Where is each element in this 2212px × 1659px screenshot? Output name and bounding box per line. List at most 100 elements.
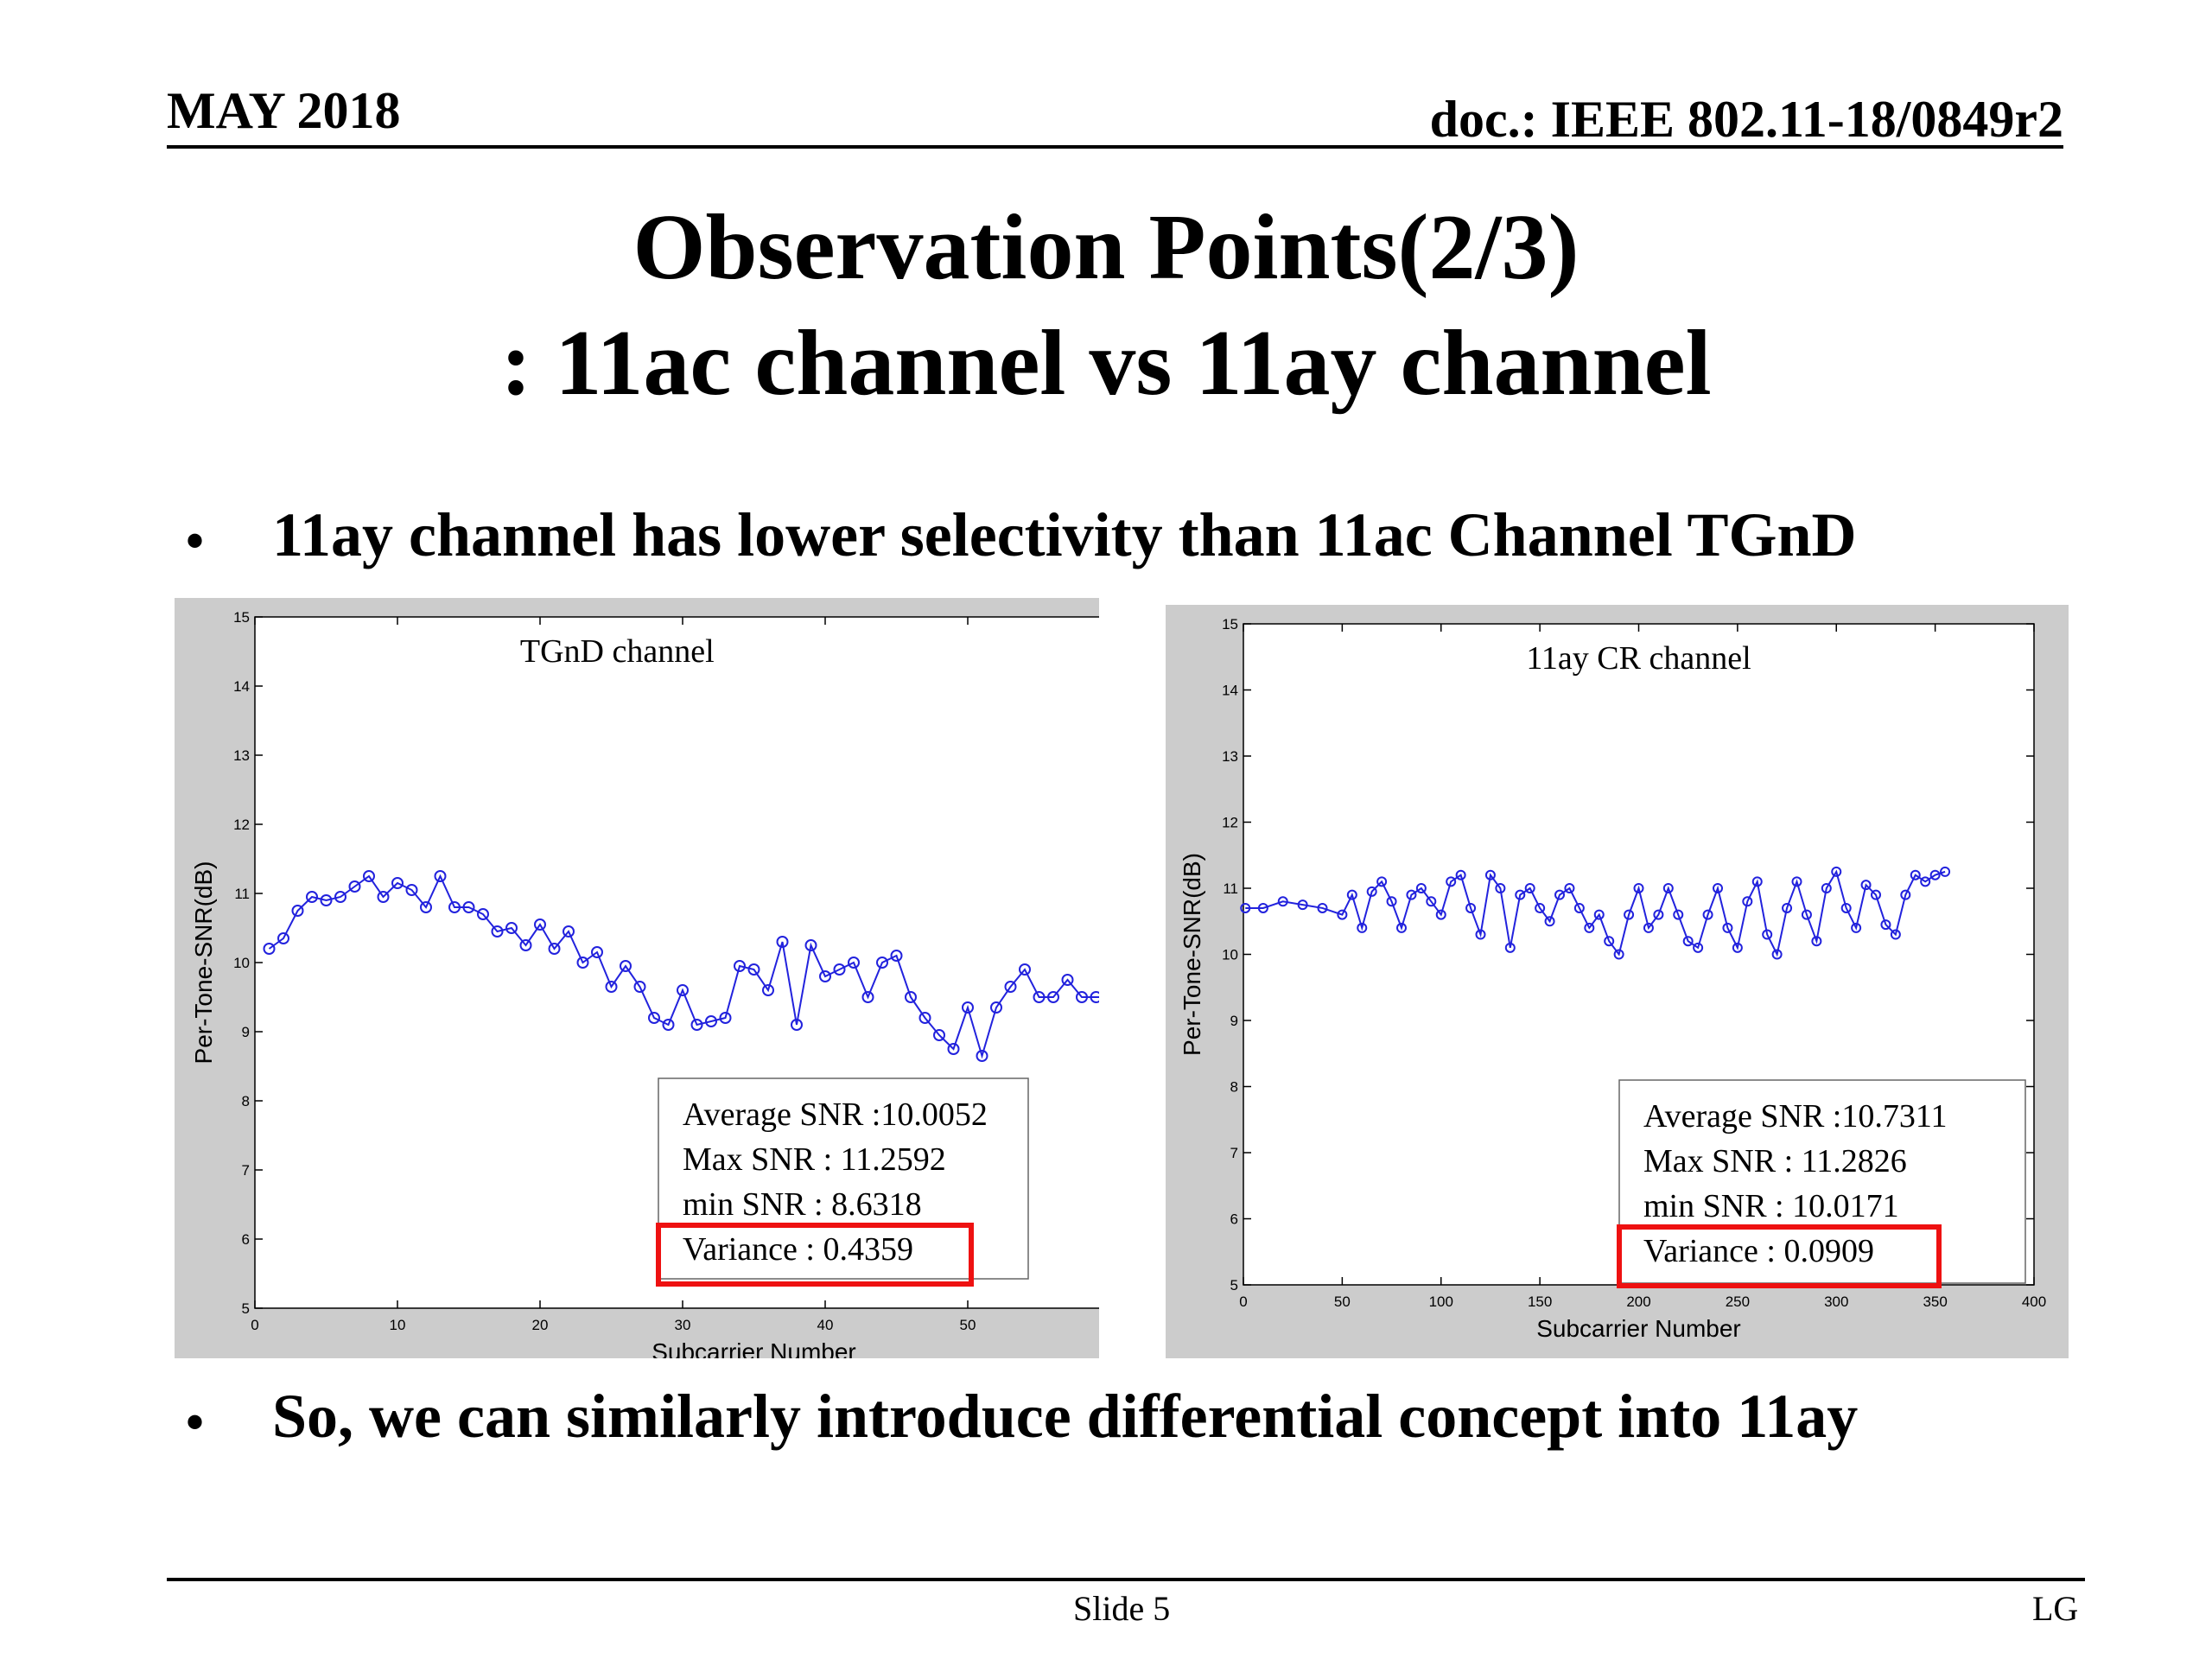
- ay11-data-point: [1821, 883, 1832, 893]
- tgnd-data-point: [933, 1029, 945, 1041]
- tgnd-x-axis-label: Subcarrier Number: [652, 1338, 856, 1358]
- ay11-x-tick-label: 400: [2022, 1294, 2046, 1310]
- ay11-data-point: [1277, 896, 1288, 907]
- ay11-y-tick-label: 9: [1230, 1013, 1238, 1029]
- ay11-data-point: [1702, 909, 1713, 920]
- tgnd-data-point: [363, 870, 375, 882]
- ay11-data-point: [1940, 866, 1951, 877]
- ay11-y-tick-label: 11: [1223, 880, 1238, 897]
- bullet-marker: •: [186, 1393, 205, 1451]
- tgnd-data-point: [1033, 991, 1046, 1003]
- ay11-data-point: [1465, 902, 1477, 913]
- tgnd-data-point: [918, 1012, 931, 1024]
- tgnd-data-point: [1076, 991, 1088, 1003]
- ay11-stats-line: min SNR : 10.0171: [1643, 1188, 1899, 1224]
- ay11-data-point: [1713, 883, 1723, 893]
- ay11-data-point: [1584, 922, 1595, 933]
- tgnd-chart-title: TGnD channel: [520, 633, 715, 670]
- tgnd-data-point: [719, 1012, 732, 1024]
- ay11-stats-line: Max SNR : 11.2826: [1643, 1143, 1907, 1179]
- tgnd-y-axis-label: Per-Tone-SNR(dB): [190, 861, 217, 1065]
- ay11-data-point: [1910, 869, 1921, 880]
- ay11-data-point: [1920, 876, 1931, 887]
- tgnd-stats-line: Average SNR :10.0052: [683, 1096, 988, 1133]
- tgnd-data-point: [377, 891, 390, 903]
- bullet-item: • 11ay channel has lower selectivity than…: [186, 499, 1857, 571]
- tgnd-data-point: [263, 943, 276, 955]
- tgnd-data-point: [876, 957, 888, 969]
- tgnd-data-point: [791, 1019, 803, 1031]
- ay11-x-tick-label: 150: [1528, 1294, 1552, 1310]
- tgnd-data-point: [320, 894, 333, 906]
- tgnd-data-point: [677, 984, 689, 996]
- tgnd-data-point: [947, 1043, 960, 1055]
- ay11-chart-title: 11ay CR channel: [1526, 640, 1751, 677]
- slide-title-line-2: : 11ac channel vs 11ay channel: [500, 312, 1712, 415]
- footer-slide-number: Slide 5: [1073, 1589, 1171, 1628]
- tgnd-data-point: [962, 1001, 974, 1014]
- ay11-data-point: [1386, 896, 1397, 907]
- slide-title-line-1: Observation Points(2/3): [632, 196, 1580, 299]
- tgnd-data-point: [534, 918, 546, 931]
- tgnd-data-point: [633, 981, 646, 993]
- tgnd-stats-line: Max SNR : 11.2592: [683, 1141, 946, 1178]
- ay11-y-tick-label: 7: [1230, 1145, 1238, 1161]
- bullet-text: 11ay channel has lower selectivity than …: [272, 500, 1857, 569]
- ay11-variance-highlight: [1617, 1224, 1942, 1288]
- tgnd-data-point: [776, 936, 789, 948]
- tgnd-data-point: [848, 957, 860, 969]
- ay11-data-point: [1643, 922, 1654, 933]
- chart-panel-tgnd: 01020304050607056789101112131415Subcarri…: [175, 598, 1099, 1358]
- ay11-data-point: [1811, 936, 1822, 947]
- ay11-data-point: [1662, 883, 1674, 893]
- ay11-data-point: [1337, 909, 1348, 920]
- tgnd-data-point: [976, 1050, 988, 1062]
- ay11-data-point: [1475, 929, 1486, 940]
- ay11-data-point: [1801, 909, 1812, 920]
- tgnd-data-point: [391, 877, 404, 889]
- tgnd-data-point: [462, 901, 475, 913]
- tgnd-stats-line: min SNR : 8.6318: [683, 1186, 922, 1223]
- ay11-data-point: [1573, 902, 1585, 913]
- ay11-data-point: [1890, 929, 1901, 940]
- ay11-data-point: [1624, 909, 1635, 920]
- tgnd-y-tick-label: 8: [242, 1093, 250, 1109]
- ay11-data-point: [1484, 869, 1496, 880]
- ay11-data-point: [1742, 896, 1753, 907]
- ay11-data-point: [1633, 883, 1644, 893]
- tgnd-data-point: [348, 880, 361, 893]
- header-doc-id: doc.: IEEE 802.11-18/0849r2: [1429, 91, 2063, 148]
- footer-org: LG: [2032, 1589, 2079, 1628]
- ay11-data-point: [1880, 919, 1891, 931]
- ay11-data-point: [1613, 949, 1624, 960]
- ay11-x-tick-label: 250: [1726, 1294, 1750, 1310]
- ay11-data-point: [1900, 889, 1911, 900]
- tgnd-x-tick-label: 0: [251, 1317, 258, 1333]
- ay11-data-point: [1366, 886, 1377, 897]
- tgnd-data-point: [620, 960, 632, 972]
- tgnd-data-point: [605, 981, 618, 993]
- ay11-data-point: [1564, 883, 1575, 893]
- tgnd-y-tick-label: 7: [242, 1162, 250, 1179]
- ay11-data-point: [1831, 866, 1842, 877]
- tgnd-data-point: [563, 925, 575, 938]
- tgnd-data-point: [491, 925, 504, 938]
- ay11-y-tick-label: 10: [1222, 947, 1238, 963]
- tgnd-data-point: [291, 905, 304, 917]
- tgnd-data-point: [833, 963, 846, 976]
- ay11-data-point: [1317, 902, 1328, 913]
- tgnd-data-point: [819, 970, 831, 982]
- ay11-data-point: [1929, 869, 1941, 880]
- tgnd-data-point: [448, 901, 461, 913]
- ay11-y-tick-label: 15: [1222, 616, 1238, 632]
- tgnd-data-point: [548, 943, 561, 955]
- tgnd-data-point: [747, 963, 760, 976]
- ay11-x-tick-label: 100: [1429, 1294, 1453, 1310]
- ay11-data-point: [1446, 876, 1457, 887]
- tgnd-data-point: [690, 1019, 703, 1031]
- tgnd-data-point: [519, 939, 532, 951]
- tgnd-x-tick-label: 10: [390, 1317, 406, 1333]
- tgnd-data-point: [405, 884, 418, 896]
- tgnd-data-point: [1004, 981, 1017, 993]
- tgnd-x-tick-label: 40: [817, 1317, 834, 1333]
